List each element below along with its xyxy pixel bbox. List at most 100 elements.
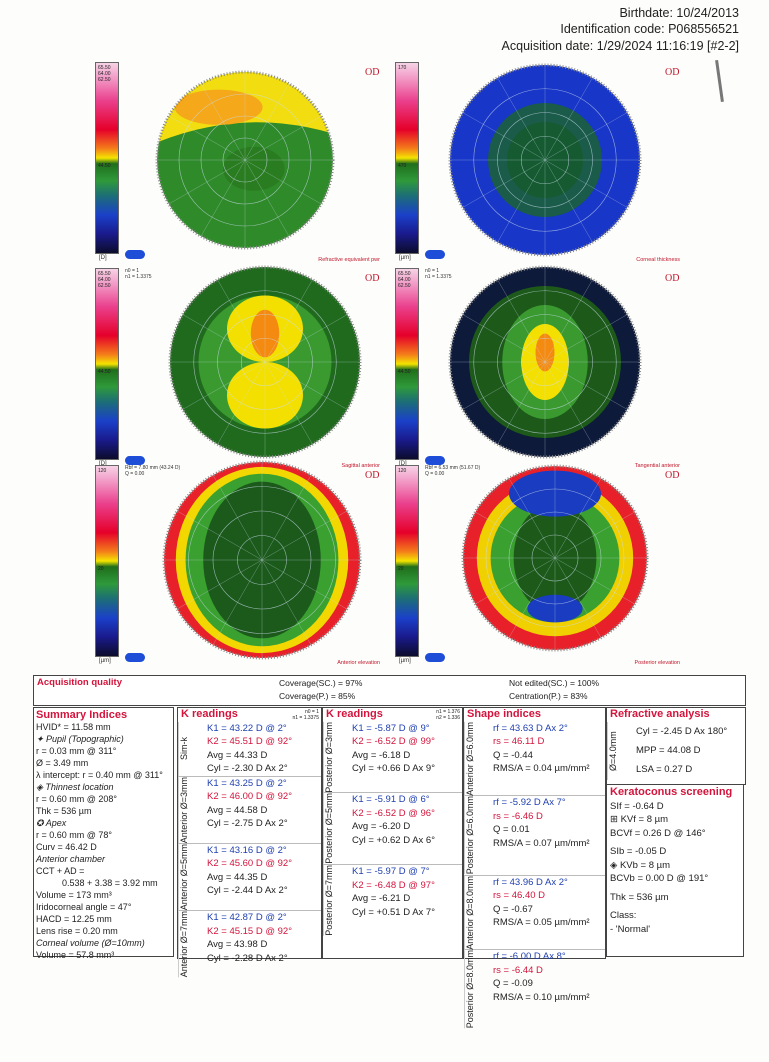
summary-line: Ø = 3.49 mm bbox=[36, 758, 89, 768]
k-readings-title: K readings bbox=[181, 708, 238, 720]
scale-label: 44.50 bbox=[398, 369, 411, 375]
centration-p: Centration(P.) = 83% bbox=[509, 691, 588, 701]
summary-line: Anterior chamber bbox=[36, 854, 106, 864]
scale-unit: [D] bbox=[99, 255, 107, 261]
map-sagittal-anterior[interactable] bbox=[160, 257, 370, 467]
scale-toggle-button[interactable] bbox=[125, 250, 145, 259]
keratoconus-screening-box: Keratoconus screening SIf = -0.64 D ⊞ KVf… bbox=[606, 784, 744, 957]
map-meta-line: Q = 0.00 bbox=[125, 471, 145, 477]
eye-label: OD bbox=[365, 470, 380, 481]
scale-toggle-button[interactable] bbox=[425, 250, 445, 259]
scale-label: 65.50 bbox=[98, 65, 111, 71]
map-meta-line: Rbf = 7.80 mm (43.24 D) bbox=[125, 465, 181, 471]
color-scale: 170 470 bbox=[395, 62, 419, 254]
scale-label: 44.50 bbox=[98, 369, 111, 375]
n1-label: n1 = 1.376 bbox=[436, 709, 460, 715]
scale-toggle-button[interactable] bbox=[425, 653, 445, 662]
scale-label: 20 bbox=[98, 566, 104, 572]
shape-rf: rf = -5.92 D Ax 7° bbox=[493, 797, 566, 809]
coverage-sc: Coverage(SC.) = 97% bbox=[279, 678, 363, 688]
summary-line: Curv = 46.42 D bbox=[36, 842, 97, 852]
summary-line: HVID* = 11.58 mm bbox=[36, 722, 111, 732]
color-scale: 120 20 bbox=[95, 465, 119, 657]
map-meta: n0 = 1 n1 = 1.3375 bbox=[125, 268, 152, 280]
group-values: rf = -5.92 D Ax 7° rs = -6.46 D Q = 0.01 RM… bbox=[489, 796, 590, 874]
color-scale: 65.50 64.00 62.50 44.50 bbox=[395, 268, 419, 460]
summary-line: Thk = 536 µm bbox=[36, 806, 92, 816]
shape-q: Q = -0.67 bbox=[493, 903, 533, 915]
k_anterior-k2: K2 = 45.51 D @ 92° bbox=[207, 736, 293, 747]
scale-toggle-button[interactable] bbox=[125, 653, 145, 662]
k_posterior-avg: Avg = -6.18 D bbox=[352, 749, 411, 761]
refractive-cyl: Cyl = -2.45 D Ax 180° bbox=[636, 725, 728, 737]
summary-line: r = 0.60 mm @ 208° bbox=[36, 794, 118, 804]
map-tangential-anterior[interactable] bbox=[440, 257, 650, 467]
k_posterior-cyl: Cyl = +0.51 D Ax 7° bbox=[352, 906, 436, 918]
scale-label: 120 bbox=[98, 468, 107, 474]
eye-label: OD bbox=[665, 470, 680, 481]
scale-label: 65.50 bbox=[98, 271, 111, 277]
k_anterior-avg: Avg = 44.58 D bbox=[207, 804, 268, 816]
summary-indices-box: Summary Indices HVID* = 11.58 mm ✦ Pupil … bbox=[33, 707, 174, 960]
scale-toggle-button[interactable] bbox=[125, 456, 145, 465]
color-scale: 65.50 64.00 62.50 44.50 bbox=[95, 268, 119, 460]
shape-q: Q = -0.09 bbox=[493, 978, 533, 990]
group-label: Anterior Ø=3mm bbox=[178, 776, 203, 843]
map-posterior-elevation[interactable] bbox=[453, 456, 657, 660]
map-corneal-thickness[interactable] bbox=[440, 55, 650, 265]
k_anterior-avg: Avg = 43.98 D bbox=[207, 939, 268, 951]
k_posterior-k2: K2 = -6.52 D @ 99° bbox=[352, 736, 435, 747]
refractive-analysis-box: Refractive analysis Ø=4.0mm Cyl = -2.45 … bbox=[606, 707, 746, 785]
shape-rf: rf = 43.96 D Ax 2° bbox=[493, 876, 568, 888]
k_posterior-avg: Avg = -6.21 D bbox=[352, 893, 411, 905]
coverage-p: Coverage(P.) = 85% bbox=[279, 691, 356, 701]
scale-toggle-button[interactable] bbox=[425, 456, 445, 465]
scale-label: 170 bbox=[398, 65, 407, 71]
scale-label: 65.50 bbox=[398, 271, 411, 277]
shape-rs: rs = 46.11 D bbox=[493, 736, 545, 747]
summary-line: HACD = 12.25 mm bbox=[36, 914, 112, 924]
k_posterior-k2: K2 = -6.48 D @ 97° bbox=[352, 879, 435, 891]
color-scale: 65.50 64.00 62.50 44.50 bbox=[95, 62, 119, 254]
shape-rms: RMS/A = 0.04 µm/mm² bbox=[493, 763, 590, 774]
n0-label: n0 = 1 bbox=[304, 709, 319, 715]
scale-unit: [µm] bbox=[399, 255, 411, 261]
keratoconus-line: Thk = 536 µm bbox=[610, 891, 669, 903]
map-title: Sagittal anterior bbox=[341, 463, 380, 469]
reading-group: Anterior Ø=7mm K1 = 42.87 D @ 2° K2 = 45.1… bbox=[178, 910, 321, 978]
keratoconus-line: BCVf = 0.26 D @ 146° bbox=[610, 827, 706, 839]
summary-line: Volume = 57.8 mm³ bbox=[36, 950, 115, 960]
keratoconus-line: SIf = -0.64 D bbox=[610, 800, 664, 812]
reading-group: Posterior Ø=3mm K1 = -5.87 D @ 9° K2 = -6.… bbox=[323, 721, 462, 793]
map-meta: Rbf = 7.80 mm (43.24 D) Q = 0.00 bbox=[125, 465, 180, 477]
shape-indices-title: Shape indices bbox=[467, 708, 541, 720]
scale-unit: [µm] bbox=[399, 658, 411, 664]
map-meta: Rbf = 6.53 mm (51.67 D) Q = 0.00 bbox=[425, 465, 480, 477]
group-values: K1 = -5.87 D @ 9° K2 = -6.52 D @ 99° Avg =… bbox=[348, 722, 435, 793]
map-refractive-equivalent-pwr[interactable] bbox=[147, 62, 343, 258]
summary-title: Summary Indices bbox=[36, 709, 128, 721]
map-title: Corneal thickness bbox=[636, 257, 680, 263]
k_posterior-k2: K2 = -6.52 D @ 96° bbox=[352, 807, 435, 819]
map-anterior-elevation[interactable] bbox=[154, 452, 370, 668]
k-readings-anterior-box: K readings n0 = 1 n1 = 1.3375 Sim-k K1 = 4… bbox=[177, 707, 322, 978]
not-edited-sc: Not edited(SC.) = 100% bbox=[509, 678, 600, 688]
group-label: Anterior Ø=8.0mm bbox=[464, 875, 489, 950]
group-values: K1 = 42.87 D @ 2° K2 = 45.15 D @ 92° Avg =… bbox=[203, 911, 292, 977]
shape-rms: RMS/A = 0.05 µm/mm² bbox=[493, 917, 590, 929]
scale-label: 44.50 bbox=[98, 163, 111, 169]
k_anterior-k2: K2 = 45.15 D @ 92° bbox=[207, 925, 293, 937]
summary-line: 0.538 + 3.38 = 3.92 mm bbox=[62, 878, 158, 888]
group-values: K1 = 43.25 D @ 2° K2 = 46.00 D @ 92° Avg =… bbox=[203, 777, 292, 843]
map-title: Posterior elevation bbox=[634, 660, 680, 666]
map-title: Anterior elevation bbox=[337, 660, 380, 666]
reading-group: Posterior Ø=6.0mm rf = -5.92 D Ax 7° rs = … bbox=[464, 795, 605, 875]
summary-line: Iridocorneal angle = 47° bbox=[36, 902, 132, 912]
map-meta-line: n1 = 1.3375 bbox=[125, 274, 152, 280]
n2-label: n2 = 1.336 bbox=[436, 715, 460, 721]
map-title: Tangential anterior bbox=[634, 463, 680, 469]
shape-rms: RMS/A = 0.10 µm/mm² bbox=[493, 991, 590, 1003]
shape-rs: rs = -6.44 D bbox=[493, 964, 543, 976]
summary-line: Lens rise = 0.20 mm bbox=[36, 926, 118, 936]
